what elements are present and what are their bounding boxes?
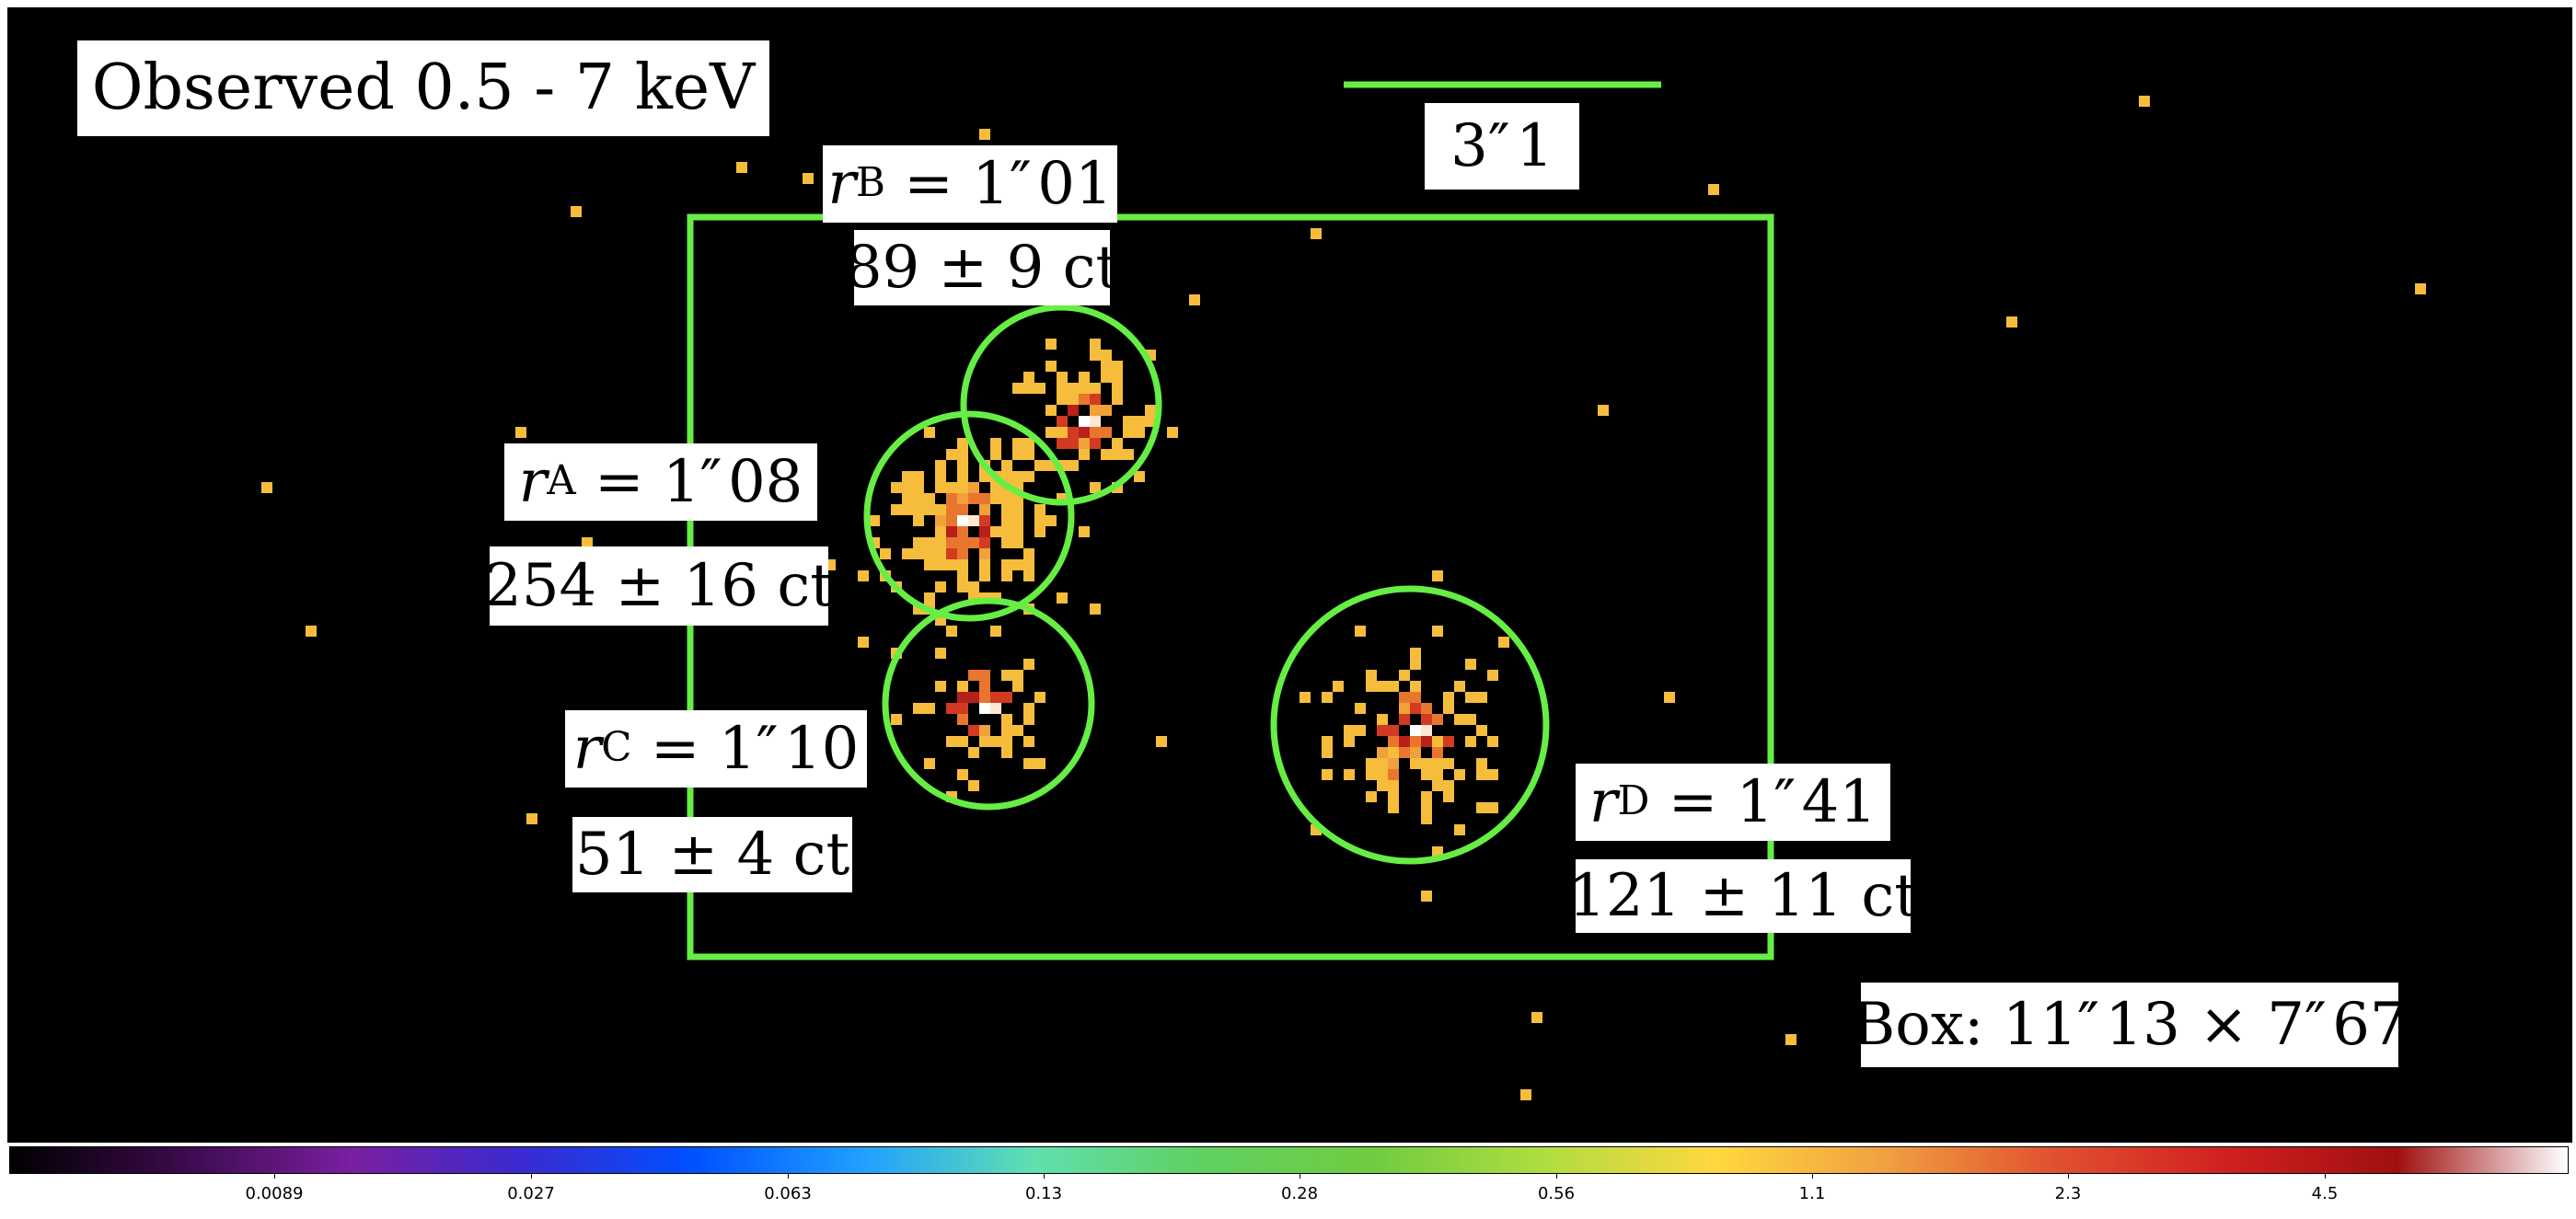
colorbar-tick-label: 0.027 <box>507 1184 555 1203</box>
region-c-radius-value: 1″ 10 <box>718 715 860 783</box>
region-c-counts-label: 51 ± 4 ct <box>572 817 852 892</box>
source-region-d[interactable] <box>1270 585 1550 865</box>
colorbar-tick-label: 0.063 <box>764 1184 812 1203</box>
region-b-radius-value: 1″ 01 <box>972 150 1113 218</box>
colorbar-tick <box>788 1173 789 1179</box>
region-a-counts-label: 254 ± 16 ct <box>484 546 834 626</box>
colorbar-tick-label: 1.1 <box>1798 1184 1826 1203</box>
region-overlay <box>687 81 1774 960</box>
scale-bar-label: 3″ 1 <box>1425 103 1579 190</box>
region-d-radius-value: 1″ 41 <box>1736 768 1877 836</box>
source-region-a[interactable] <box>863 410 1075 622</box>
colorbar-tick <box>1044 1173 1045 1179</box>
colorbar-tick <box>1812 1173 1813 1179</box>
colorbar: 0.0089 0.027 0.063 0.13 0.28 0.56 1.1 2.3 4.5 <box>9 1146 2569 1219</box>
colorbar-tick <box>531 1173 532 1179</box>
colorbar-tick-label: 2.3 <box>2054 1184 2082 1203</box>
colorbar-tick-label: 0.0089 <box>245 1184 304 1203</box>
colorbar-tick-label: 0.56 <box>1537 1184 1576 1203</box>
colorbar-tick-label: 0.28 <box>1280 1184 1319 1203</box>
energy-band-title: Observed 0.5 - 7 keV <box>77 40 769 136</box>
colorbar-tick-label: 0.13 <box>1024 1184 1063 1203</box>
box-size-label: Box: 11″ 13 × 7″ 67 <box>1852 983 2408 1067</box>
source-region-c[interactable] <box>882 597 1095 811</box>
colorbar-tick <box>2325 1173 2326 1179</box>
region-b-counts-label: 89 ± 9 ct <box>845 230 1119 305</box>
source-region-b[interactable] <box>960 304 1162 506</box>
colorbar-tick <box>2068 1173 2069 1179</box>
colorbar-tick <box>274 1173 275 1179</box>
colorbar-tick <box>1556 1173 1557 1179</box>
extraction-box-region[interactable] <box>687 213 1774 960</box>
region-a-radius-value: 1″ 08 <box>662 448 803 516</box>
colorbar-tick-label: 4.5 <box>2311 1184 2339 1203</box>
colorbar-gradient <box>9 1146 2569 1174</box>
event-image <box>261 96 2426 1100</box>
colorbar-ticks: 0.0089 0.027 0.063 0.13 0.28 0.56 1.1 2.3 4.5 <box>9 1173 2569 1219</box>
region-d-counts-label: 121 ± 11 ct <box>1568 859 1918 933</box>
